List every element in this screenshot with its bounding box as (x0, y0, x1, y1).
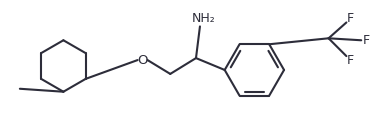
Text: NH₂: NH₂ (192, 12, 216, 25)
Text: F: F (363, 34, 370, 47)
Text: F: F (347, 12, 354, 25)
Text: F: F (347, 54, 354, 67)
Text: O: O (137, 54, 148, 67)
